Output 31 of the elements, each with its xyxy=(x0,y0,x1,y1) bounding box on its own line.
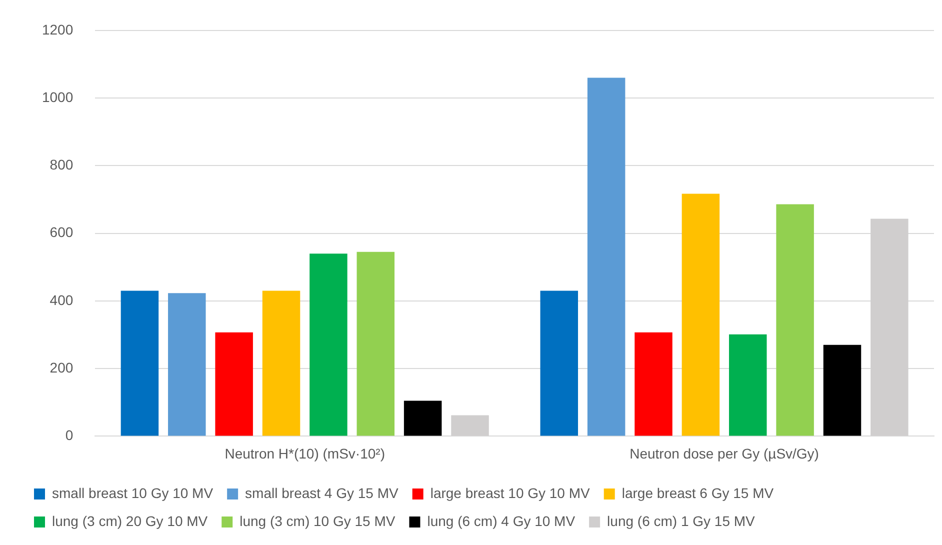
bar xyxy=(823,344,862,436)
bar xyxy=(776,204,814,436)
bar xyxy=(587,78,626,436)
bar xyxy=(634,332,672,436)
bar xyxy=(404,400,442,436)
legend-label: large breast 6 Gy 15 MV xyxy=(622,484,774,501)
bar xyxy=(215,332,253,436)
legend-label: small breast 4 Gy 15 MV xyxy=(245,484,399,501)
legend-label: lung (3 cm) 10 Gy 15 MV xyxy=(240,512,396,529)
bar xyxy=(729,334,767,436)
bar xyxy=(262,290,300,436)
y-tick-label: 1200 xyxy=(42,21,74,38)
bar xyxy=(682,194,720,436)
bar xyxy=(120,290,159,436)
x-tick-label: Neutron dose per Gy (µSv/Gy) xyxy=(630,445,819,462)
legend-label: small breast 10 Gy 10 MV xyxy=(52,484,214,501)
y-tick-label: 400 xyxy=(50,292,74,308)
y-tick-label: 1000 xyxy=(42,88,74,105)
legend-label: lung (6 cm) 4 Gy 10 MV xyxy=(427,512,576,529)
legend-label: lung (6 cm) 1 Gy 15 MV xyxy=(607,512,756,529)
y-tick-label: 600 xyxy=(50,224,74,240)
bar xyxy=(310,254,348,436)
y-tick-label: 0 xyxy=(65,427,74,444)
legend-label: large breast 10 Gy 10 MV xyxy=(430,484,591,501)
bar xyxy=(540,290,578,436)
legend-label: lung (3 cm) 20 Gy 10 MV xyxy=(52,512,208,529)
y-tick-label: 800 xyxy=(50,156,74,173)
bar xyxy=(356,252,395,436)
y-tick-label: 200 xyxy=(50,359,74,376)
x-tick-label: Neutron H*(10) (mSv·10²) xyxy=(224,445,385,462)
bar xyxy=(168,293,206,436)
